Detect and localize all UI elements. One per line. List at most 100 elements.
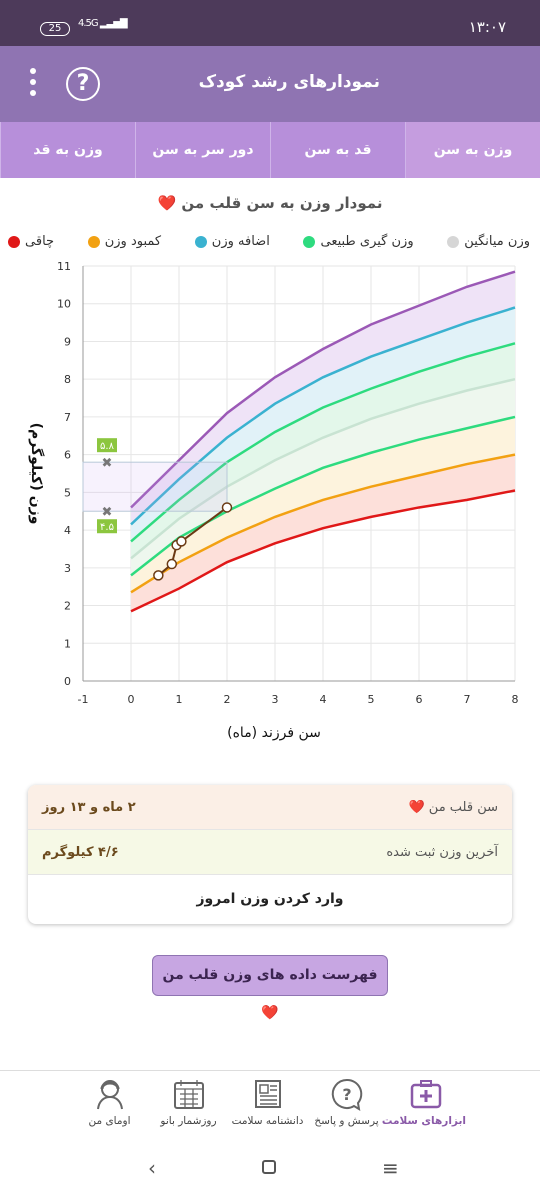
summary-card: سن قلب من ❤️ ۲ ماه و ۱۳ روز آخرین وزن ثب… — [28, 785, 512, 924]
age-value: ۲ ماه و ۱۳ روز — [42, 799, 136, 815]
network-label: 4.5G — [78, 18, 99, 29]
x-tick-label: 0 — [128, 693, 135, 706]
weight-for-age-chart: ✖ ۵.۸ ✖ ۴.۵ -1 0 1 2 3 4 5 6 7 8 0 1 2 3 4 5 6 7 8 9 10 11 سن فرزن… — [28, 260, 519, 741]
y-tick-label: 7 — [64, 411, 71, 424]
last-weight-value: ۴/۶ کیلوگرم — [42, 844, 119, 860]
percentile-band — [131, 343, 515, 559]
legend-dot — [8, 235, 21, 248]
range-label-bg-lower — [97, 519, 117, 534]
nav-item-health-tools[interactable]: ابزارهای سلامت — [381, 1071, 466, 1140]
child-weight-point — [153, 570, 164, 581]
last-weight-label: آخرین وزن ثبت شده — [386, 844, 498, 860]
profile-icon — [93, 1077, 127, 1111]
y-tick-label: 2 — [64, 600, 71, 613]
x-tick-label: -1 — [78, 693, 89, 706]
x-tick-label: 7 — [464, 693, 471, 706]
bottom-navigation: ابزارهای سلامت ? پرسش و پاسخ دانشنامه سل… — [0, 1070, 540, 1140]
status-time: ۱۳:۰۷ — [468, 18, 506, 36]
nav-label: ابزارهای سلامت — [381, 1115, 466, 1127]
nav-label: روزشمار بانو — [160, 1115, 217, 1127]
legend-label: اضافه وزن — [211, 234, 270, 249]
calendar-icon — [172, 1077, 206, 1111]
nav-item-qa[interactable]: ? پرسش و پاسخ — [307, 1071, 386, 1140]
percentile-band — [131, 307, 515, 542]
x-tick-label: 2 — [224, 693, 231, 706]
nav-item-calendar[interactable]: روزشمار بانو — [149, 1071, 228, 1140]
nav-item-encyclopedia[interactable]: دانشنامه سلامت — [228, 1071, 307, 1140]
legend-dot — [87, 235, 100, 248]
chart-legend: چاقی کمبود وزن اضافه وزن وزن گیری طبیعی … — [8, 234, 530, 249]
child-range-box — [82, 461, 228, 512]
svg-text:?: ? — [342, 1085, 351, 1104]
child-weight-point — [176, 536, 187, 547]
tab-weight-for-height[interactable]: وزن به قد — [0, 122, 135, 178]
percentile-line-1 — [130, 306, 516, 526]
age-label: سن قلب من ❤️ — [408, 799, 498, 815]
encyclopedia-icon — [251, 1077, 285, 1111]
enter-weight-button[interactable]: وارد کردن وزن امروز — [196, 891, 344, 907]
nav-label: دانشنامه سلامت — [231, 1115, 304, 1127]
percentile-line-0 — [130, 270, 516, 509]
child-weight-point — [166, 558, 178, 570]
status-bar: 25 4.5G ▂▃▅▇ ۱۳:۰۷ — [0, 0, 540, 46]
legend-item-normal: وزن گیری طبیعی — [303, 234, 414, 249]
y-tick-label: 6 — [64, 449, 71, 462]
legend-item-average: وزن میانگین — [447, 234, 530, 249]
chart-tabs: وزن به سن قد به سن دور سر به سن وزن به ق… — [0, 122, 540, 178]
x-tick-label: 6 — [416, 693, 423, 706]
legend-dot — [303, 235, 316, 248]
back-icon[interactable]: ‹ — [148, 1156, 156, 1180]
tab-height-for-age[interactable]: قد به سن — [270, 122, 405, 178]
range-marker-lower: ✖ — [102, 505, 113, 520]
tab-weight-for-age[interactable]: وزن به سن — [405, 122, 540, 178]
legend-dot — [194, 235, 207, 248]
weight-list-button[interactable]: فهرست داده های وزن قلب من ❤️ — [152, 955, 388, 1021]
x-axis-title: سن فرزند (ماه) — [227, 725, 321, 741]
percentile-band — [131, 454, 515, 612]
question-bubble-icon: ? — [330, 1077, 364, 1111]
y-tick-label: 10 — [57, 298, 71, 311]
range-label-upper: ۵.۸ — [100, 441, 115, 452]
battery-indicator: 25 — [40, 22, 70, 36]
x-tick-label: 8 — [512, 693, 519, 706]
legend-label: چاقی — [25, 234, 55, 249]
percentile-band — [131, 271, 515, 525]
tab-head-for-age[interactable]: دور سر به سن — [135, 122, 270, 178]
percentile-line-5 — [130, 453, 516, 594]
x-tick-label: 1 — [176, 693, 183, 706]
legend-label: کمبود وزن — [104, 234, 162, 249]
legend-item-underweight: کمبود وزن — [87, 234, 162, 249]
y-tick-label: 9 — [64, 335, 71, 348]
y-tick-label: 4 — [64, 524, 71, 537]
nav-label: پرسش و پاسخ — [314, 1115, 379, 1127]
nav-item-profile[interactable]: اومای من — [70, 1071, 149, 1140]
recent-apps-icon[interactable]: ≡ — [382, 1156, 399, 1180]
help-icon[interactable]: ? — [66, 67, 100, 101]
y-tick-label: 8 — [64, 373, 71, 386]
network-signal: 4.5G ▂▃▅▇ — [78, 18, 128, 29]
range-label-bg-upper — [97, 438, 117, 453]
y-tick-label: 1 — [64, 637, 71, 650]
last-weight-row: آخرین وزن ثبت شده ۴/۶ کیلوگرم — [28, 830, 512, 875]
y-tick-label: 11 — [57, 260, 71, 273]
x-tick-label: 3 — [272, 693, 279, 706]
system-navigation-bar: ‹ ≡ — [0, 1140, 540, 1200]
chart-title: نمودار وزن به سن قلب من ❤️ — [157, 194, 383, 212]
y-axis-title: وزن (کیلوگرم) — [28, 423, 45, 525]
x-tick-label: 5 — [368, 693, 375, 706]
health-kit-icon — [409, 1077, 443, 1111]
page-title: نمودارهای رشد کودک — [198, 72, 380, 92]
percentile-line-6 — [130, 489, 516, 613]
app-bar: ? نمودارهای رشد کودک — [0, 46, 540, 122]
y-tick-label: 5 — [64, 486, 71, 499]
legend-label: وزن گیری طبیعی — [320, 234, 414, 249]
legend-item-obese: چاقی — [8, 234, 54, 249]
y-tick-label: 0 — [64, 675, 71, 688]
legend-label: وزن میانگین — [464, 234, 530, 249]
percentile-line-3 — [130, 377, 516, 560]
home-icon[interactable] — [262, 1160, 276, 1174]
overflow-menu-icon[interactable] — [26, 68, 40, 102]
age-row: سن قلب من ❤️ ۲ ماه و ۱۳ روز — [28, 785, 512, 830]
y-tick-label: 3 — [64, 562, 71, 575]
range-label-lower: ۴.۵ — [100, 522, 114, 533]
